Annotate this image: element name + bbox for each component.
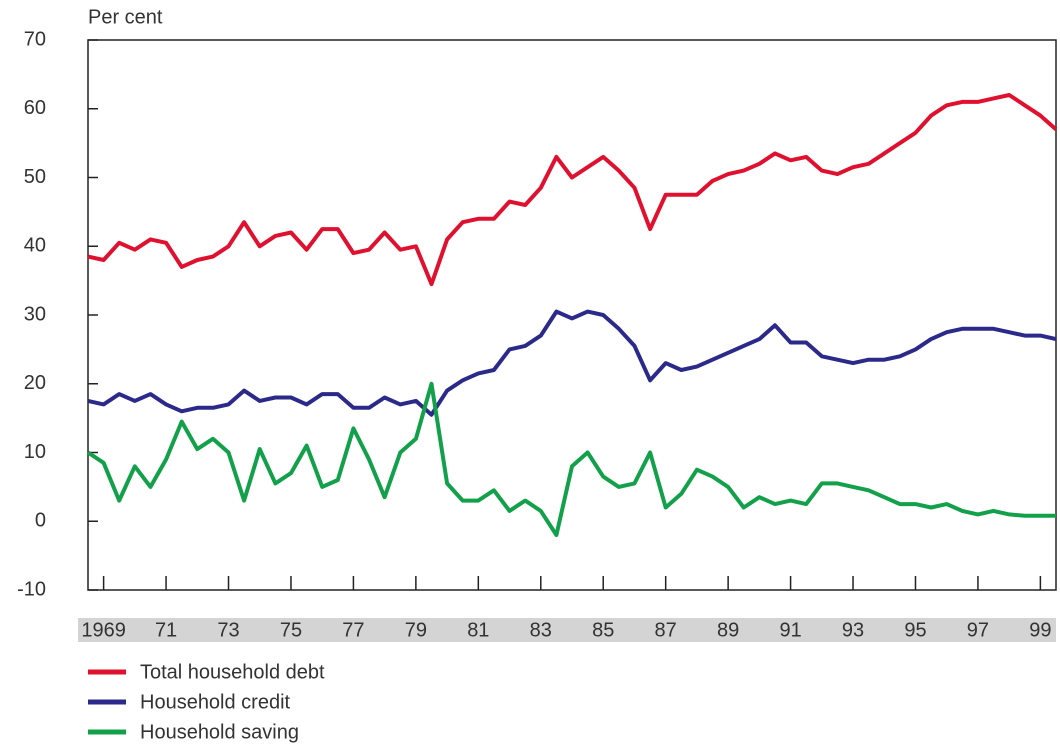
x-tick-label: 1969 bbox=[81, 619, 126, 641]
x-tick-label: 75 bbox=[280, 619, 302, 641]
legend-label: Total household debt bbox=[140, 661, 325, 683]
x-tick-label: 91 bbox=[779, 619, 801, 641]
y-axis-label: Per cent bbox=[88, 6, 163, 28]
x-tick-label: 85 bbox=[592, 619, 614, 641]
y-tick-label: 70 bbox=[24, 28, 46, 50]
x-tick-label: 73 bbox=[217, 619, 239, 641]
y-tick-label: 20 bbox=[24, 372, 46, 394]
legend-label: Household saving bbox=[140, 721, 299, 743]
y-tick-label: 0 bbox=[35, 510, 46, 532]
x-tick-label: 95 bbox=[904, 619, 926, 641]
series-line bbox=[87, 309, 1057, 417]
y-tick-label: -10 bbox=[17, 578, 46, 600]
x-tick-label: 89 bbox=[717, 619, 739, 641]
x-tick-label: 71 bbox=[155, 619, 177, 641]
legend-label: Household credit bbox=[140, 691, 291, 713]
y-tick-label: 10 bbox=[24, 441, 46, 463]
x-tick-label: 99 bbox=[1029, 619, 1051, 641]
y-tick-label: 60 bbox=[24, 97, 46, 119]
y-tick-label: 30 bbox=[24, 303, 46, 325]
x-tick-label: 77 bbox=[342, 619, 364, 641]
x-tick-label: 81 bbox=[467, 619, 489, 641]
x-tick-label: 87 bbox=[655, 619, 677, 641]
series-line bbox=[86, 381, 1056, 537]
y-tick-label: 40 bbox=[24, 235, 46, 257]
x-tick-label: 79 bbox=[405, 619, 427, 641]
x-tick-label: 83 bbox=[530, 619, 552, 641]
x-tick-label: 97 bbox=[967, 619, 989, 641]
y-tick-label: 50 bbox=[24, 166, 46, 188]
x-label-band bbox=[78, 618, 1056, 642]
x-tick-label: 93 bbox=[842, 619, 864, 641]
plot-frame bbox=[87, 39, 1057, 591]
series-line bbox=[87, 93, 1058, 287]
